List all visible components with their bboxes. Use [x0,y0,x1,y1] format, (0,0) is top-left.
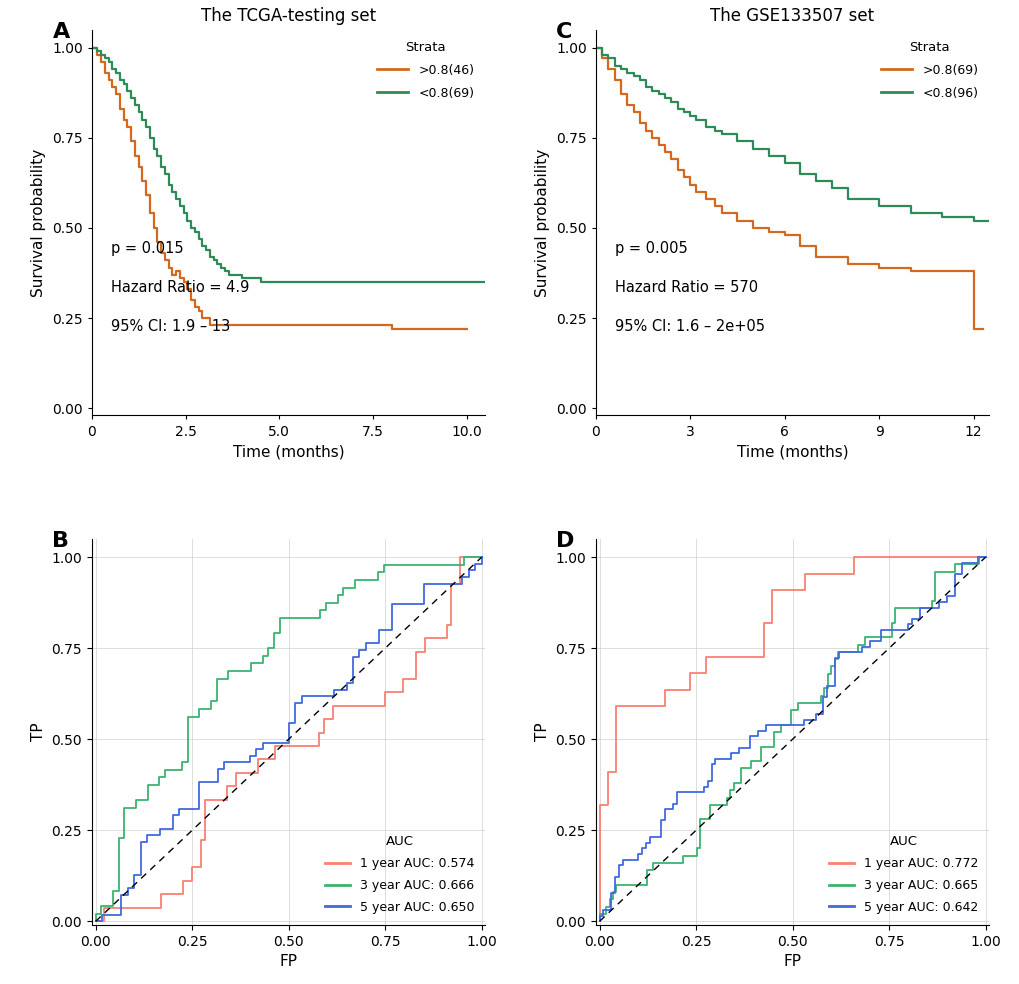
Y-axis label: TP: TP [534,722,549,741]
Text: C: C [555,22,572,41]
Y-axis label: Survival probability: Survival probability [32,149,47,296]
Y-axis label: TP: TP [31,722,46,741]
Legend: >0.8(46), <0.8(69): >0.8(46), <0.8(69) [372,35,479,104]
Title: The GSE133507 set: The GSE133507 set [710,7,873,26]
Title: The TCGA-testing set: The TCGA-testing set [201,7,376,26]
Text: B: B [52,531,69,551]
Text: 95% CI: 1.6 – 2e+05: 95% CI: 1.6 – 2e+05 [614,319,764,334]
Legend: >0.8(69), <0.8(96): >0.8(69), <0.8(96) [875,35,982,104]
X-axis label: Time (months): Time (months) [736,444,848,460]
Text: p = 0.005: p = 0.005 [614,241,688,257]
X-axis label: FP: FP [783,954,801,969]
Text: A: A [52,22,69,41]
X-axis label: Time (months): Time (months) [232,444,344,460]
Text: 95% CI: 1.9 – 13: 95% CI: 1.9 – 13 [111,319,230,334]
Text: D: D [555,531,574,551]
Legend: 1 year AUC: 0.574, 3 year AUC: 0.666, 5 year AUC: 0.650: 1 year AUC: 0.574, 3 year AUC: 0.666, 5 … [319,830,479,919]
Text: Hazard Ratio = 570: Hazard Ratio = 570 [614,280,758,295]
Legend: 1 year AUC: 0.772, 3 year AUC: 0.665, 5 year AUC: 0.642: 1 year AUC: 0.772, 3 year AUC: 0.665, 5 … [823,830,982,919]
Text: Hazard Ratio = 4.9: Hazard Ratio = 4.9 [111,280,250,295]
Text: p = 0.015: p = 0.015 [111,241,183,257]
X-axis label: FP: FP [279,954,298,969]
Y-axis label: Survival probability: Survival probability [535,149,550,296]
